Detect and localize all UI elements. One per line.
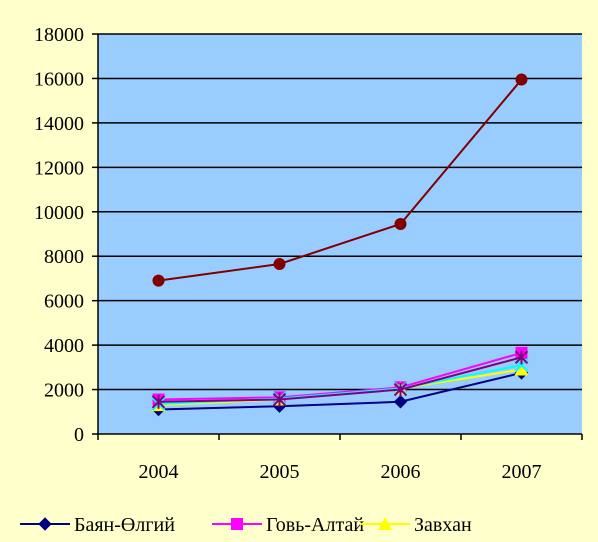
x-tick-label: 2006 bbox=[381, 461, 421, 483]
legend-label: Баян-Өлгий bbox=[74, 514, 175, 536]
plot-area bbox=[98, 34, 582, 434]
x-tick-label: 2004 bbox=[139, 461, 179, 483]
series-line bbox=[158, 78, 523, 282]
data-point bbox=[393, 395, 408, 409]
legend-label: Завхан bbox=[414, 514, 472, 536]
legend-item: Говь-Алтай bbox=[212, 514, 364, 536]
y-tick-label: 12000 bbox=[34, 157, 84, 179]
y-tick-label: 8000 bbox=[44, 246, 84, 268]
y-tick-label: 4000 bbox=[44, 335, 84, 357]
data-point bbox=[394, 218, 407, 230]
data-point bbox=[393, 382, 408, 397]
legend-marker bbox=[378, 517, 392, 530]
data-point bbox=[151, 394, 166, 409]
series-line bbox=[158, 356, 522, 403]
y-tick-label: 10000 bbox=[34, 202, 84, 224]
data-point bbox=[515, 73, 528, 86]
legend-item: Завхан bbox=[360, 514, 472, 536]
legend-marker bbox=[38, 517, 52, 531]
series-line bbox=[158, 371, 522, 411]
series-5 bbox=[151, 350, 529, 409]
series-6 bbox=[152, 73, 528, 287]
y-tick-label: 6000 bbox=[44, 291, 84, 313]
y-tick-label: 18000 bbox=[34, 24, 84, 46]
y-tick-label: 14000 bbox=[34, 113, 84, 135]
legend-label: Говь-Алтай bbox=[266, 514, 364, 536]
series-line bbox=[158, 351, 522, 401]
y-tick-label: 16000 bbox=[34, 68, 84, 90]
data-point bbox=[273, 258, 286, 270]
data-point bbox=[514, 362, 529, 376]
legend-item: Баян-Өлгий bbox=[20, 514, 175, 536]
data-point bbox=[272, 392, 287, 407]
data-point bbox=[514, 350, 529, 365]
data-point bbox=[152, 274, 165, 287]
y-tick-label: 2000 bbox=[44, 380, 84, 402]
x-tick-label: 2005 bbox=[260, 461, 300, 483]
x-tick-label: 2007 bbox=[502, 461, 542, 483]
legend-marker bbox=[231, 518, 243, 530]
y-tick-label: 0 bbox=[74, 424, 84, 446]
